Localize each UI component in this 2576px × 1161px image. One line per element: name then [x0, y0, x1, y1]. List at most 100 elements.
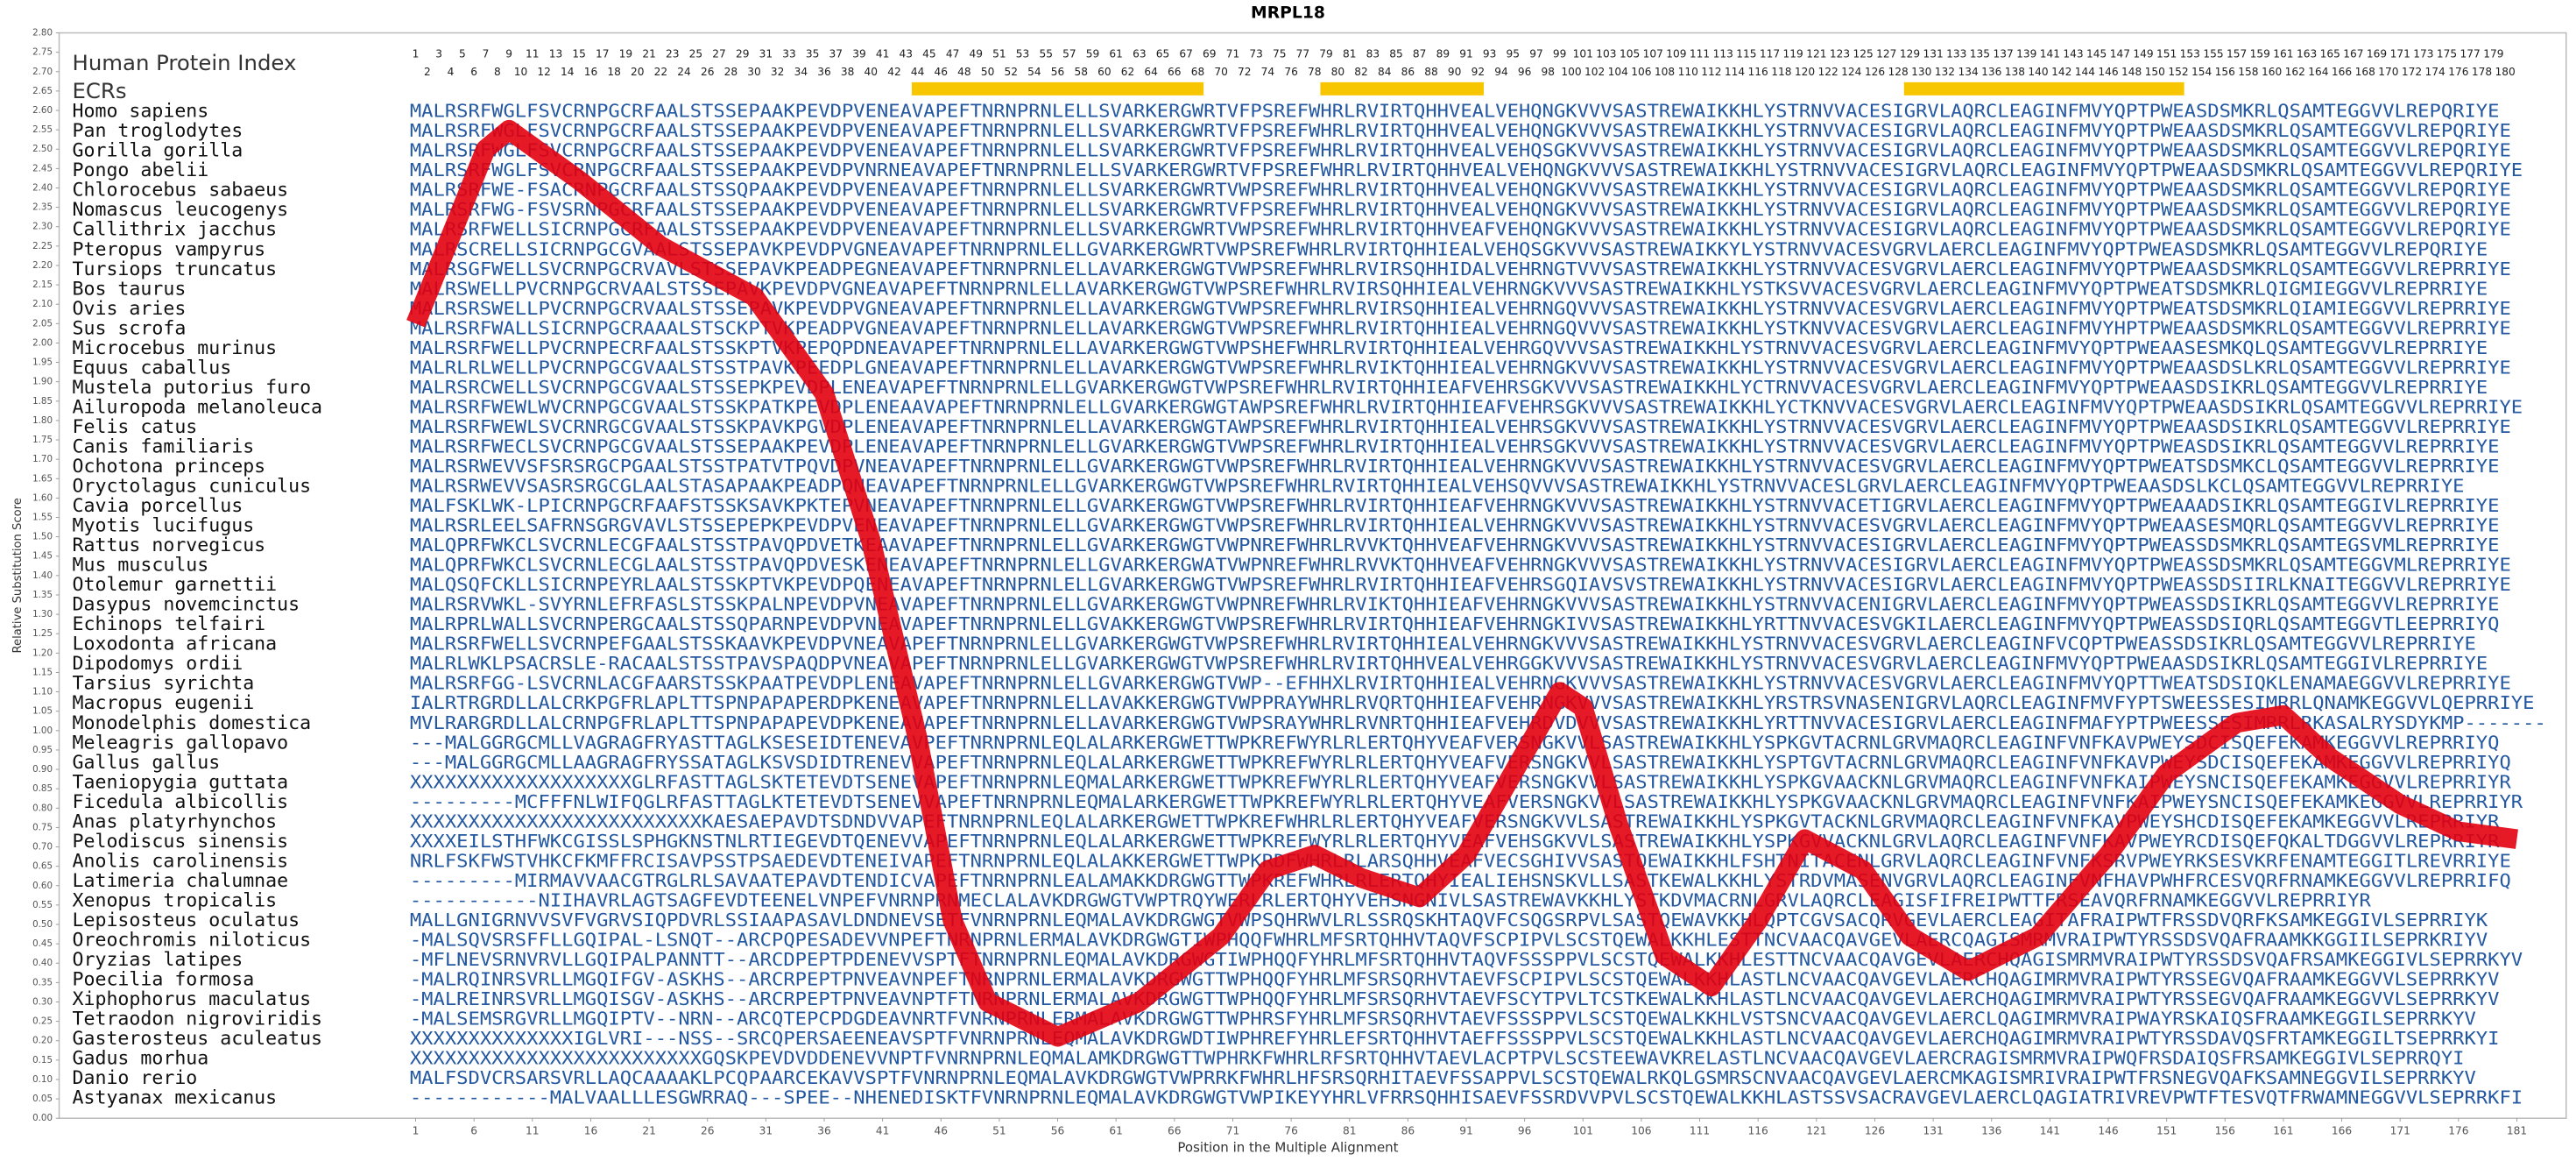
- hpi-number: 140: [2028, 66, 2048, 78]
- hpi-number: 72: [1238, 66, 1252, 78]
- hpi-number: 168: [2355, 66, 2375, 78]
- sequence: ---MALGGRGCMLLVAGRAGFRYASTTAGLKSESEIDTEN…: [410, 732, 2500, 753]
- species-name: Tetraodon nigroviridis: [73, 1009, 323, 1030]
- species-name: Ovis aries: [73, 298, 187, 320]
- hpi-number: 37: [829, 47, 843, 60]
- hpi-number: 44: [911, 66, 925, 78]
- hpi-number: 171: [2390, 47, 2410, 60]
- hpi-number: 104: [1608, 66, 1629, 78]
- y-tick-label: 0.80: [32, 803, 53, 813]
- sequence: ---------MCFFFNLWIFQGLRFASTTAGLKTETEVDTS…: [410, 791, 2523, 812]
- y-tick-label: 0.00: [32, 1113, 53, 1123]
- hpi-number: 19: [619, 47, 633, 60]
- y-tick-label: 2.70: [32, 67, 53, 77]
- y-tick-label: 1.40: [32, 570, 53, 581]
- hpi-number: 100: [1561, 66, 1581, 78]
- hpi-number: 45: [922, 47, 936, 60]
- y-tick-label: 0.90: [32, 764, 53, 775]
- hpi-number: 10: [514, 66, 528, 78]
- y-tick-label: 1.35: [32, 590, 53, 600]
- species-name: Microcebus murinus: [73, 337, 278, 359]
- species-name: Oryctolagus cuniculus: [73, 476, 312, 498]
- sequence: MALQPRFWKCLSVCRNLECGFAALSTSSTPAVQPDVETKE…: [410, 534, 2500, 556]
- species-name: Anas platyrhynchos: [73, 811, 278, 832]
- x-tick-label: 16: [584, 1125, 598, 1137]
- hpi-number: 59: [1086, 47, 1100, 60]
- hpi-number: 75: [1273, 47, 1287, 60]
- hpi-number: 96: [1518, 66, 1532, 78]
- hpi-number: 111: [1690, 47, 1710, 60]
- x-tick-label: 136: [1981, 1125, 2001, 1137]
- y-tick-label: 1.25: [32, 628, 53, 639]
- hpi-number: 165: [2320, 47, 2340, 60]
- hpi-number: 167: [2343, 47, 2363, 60]
- y-tick-label: 2.80: [32, 28, 53, 39]
- hpi-number: 146: [2098, 66, 2118, 78]
- hpi-number: 77: [1296, 47, 1310, 60]
- species-name: Taeniopygia guttata: [73, 771, 289, 793]
- sequence: IALRTRGRDLLALCRKPGFRLAPLTTSPNPAPAPERDPKE…: [410, 692, 2535, 713]
- hpi-number: 148: [2121, 66, 2142, 78]
- hpi-number: 4: [448, 66, 455, 78]
- species-name: Homo sapiens: [73, 101, 209, 123]
- x-tick-label: 46: [935, 1125, 949, 1137]
- hpi-number: 144: [2075, 66, 2096, 78]
- hpi-number: 35: [806, 47, 820, 60]
- species-name: Tarsius syrichta: [73, 673, 255, 695]
- species-name: Pteropus vampyrus: [73, 238, 266, 260]
- hpi-number: 6: [470, 66, 477, 78]
- sequence: MALRLRLWELLPVCRNPGCGVAALSTSSTPAVKPEEDPLG…: [410, 357, 2511, 378]
- ecr-bar: [1320, 81, 1484, 96]
- y-tick-label: 0.50: [32, 919, 53, 930]
- species-name: Astyanax mexicanus: [73, 1087, 278, 1109]
- sequence: MALRSRFWELLSICRNPGCRFAALSTSSEPAAKPEVDPVE…: [410, 219, 2511, 240]
- species-name: Xenopus tropicalis: [73, 889, 278, 911]
- hpi-number: 120: [1795, 66, 1815, 78]
- hpi-number: 113: [1713, 47, 1733, 60]
- y-tick-label: 2.60: [32, 105, 53, 116]
- y-tick-label: 2.65: [32, 86, 53, 96]
- x-tick-label: 166: [2332, 1125, 2352, 1137]
- hpi-number: 139: [2016, 47, 2036, 60]
- hpi-number: 132: [1935, 66, 1955, 78]
- species-name: Mustela putorius furo: [73, 377, 312, 399]
- sequence: -MALSQVSRSFFLLGQIPAL-LSNQT--ARCPQPESADEV…: [410, 930, 2488, 951]
- x-tick-label: 126: [1865, 1125, 1885, 1137]
- hpi-number: 48: [957, 66, 971, 78]
- sequence: MALRSRFWGLFSVCRNPGCRFAALSTSSEPAAKPEVDPVN…: [410, 159, 2523, 181]
- species-name: Pan troglodytes: [73, 120, 243, 142]
- sequence: MALRSRVWKL-SVYRNLEFRFASLSTSSKPALNPEVDPVN…: [410, 594, 2500, 615]
- y-tick-label: 1.55: [32, 513, 53, 523]
- hpi-number: 134: [1958, 66, 1979, 78]
- hpi-number: 102: [1584, 66, 1605, 78]
- hpi-number: 153: [2180, 47, 2200, 60]
- hpi-number: 133: [1946, 47, 1966, 60]
- hpi-number: 88: [1424, 66, 1438, 78]
- hpi-number: 64: [1144, 66, 1158, 78]
- hpi-number: 138: [2005, 66, 2025, 78]
- hpi-number: 147: [2110, 47, 2130, 60]
- hpi-number: 90: [1448, 66, 1462, 78]
- y-tick-label: 0.85: [32, 783, 53, 794]
- hpi-number: 43: [900, 47, 914, 60]
- x-tick-label: 96: [1518, 1125, 1532, 1137]
- hpi-number: 174: [2425, 66, 2446, 78]
- sequence: MALRSRFWGLFSVCRNPGCRFAALSTSSEPAAKPEVDPVE…: [410, 120, 2511, 141]
- sequence: MALRSRFGG-LSVCRNLACGFAARSTSSKPAATPEVDPLE…: [410, 673, 2511, 694]
- sequence: MALQSQFCKLLSICRNPEYRLAALSTSSKPTVKPEVDPQE…: [410, 574, 2511, 595]
- y-tick-label: 2.20: [32, 260, 53, 271]
- hpi-number: 3: [435, 47, 442, 60]
- y-tick-label: 1.05: [32, 706, 53, 717]
- hpi-number: 79: [1319, 47, 1333, 60]
- hpi-number: 145: [2086, 47, 2107, 60]
- hpi-number: 169: [2367, 47, 2387, 60]
- sequence: ---------MIRMAVVAACGTRGLRLSAVAATEPAVDTEN…: [410, 870, 2511, 891]
- hpi-number: 177: [2460, 47, 2481, 60]
- ecr-label: ECRs: [73, 78, 127, 103]
- hpi-number: 141: [2040, 47, 2060, 60]
- hpi-number: 78: [1308, 66, 1322, 78]
- hpi-number: 130: [1911, 66, 1931, 78]
- hpi-number: 156: [2215, 66, 2235, 78]
- hpi-number: 117: [1760, 47, 1780, 60]
- sequence: MALRSRFWEWLWVCRNPGCGVAALSTSSKPATKPEVDPLE…: [410, 396, 2523, 417]
